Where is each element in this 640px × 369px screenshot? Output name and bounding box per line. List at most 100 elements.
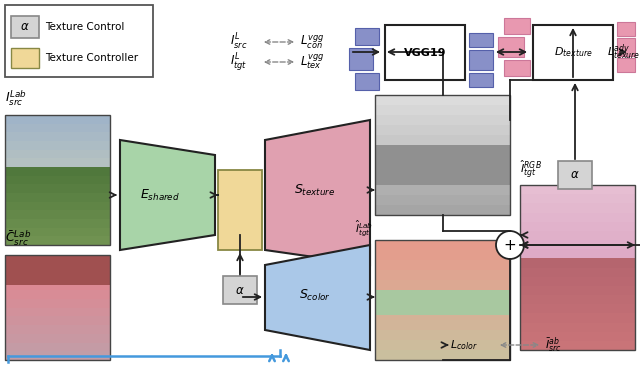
Bar	[5, 342, 110, 352]
Bar	[349, 48, 373, 70]
Bar	[5, 158, 110, 168]
Bar	[498, 37, 524, 57]
Bar	[375, 280, 510, 291]
Bar	[504, 18, 530, 34]
Polygon shape	[120, 140, 215, 250]
Bar	[533, 25, 613, 80]
Text: $L_{con}^{vgg}$: $L_{con}^{vgg}$	[300, 33, 324, 51]
Bar	[5, 210, 110, 220]
Bar	[520, 341, 635, 351]
Bar	[5, 150, 110, 159]
Bar	[617, 38, 635, 56]
Bar	[520, 258, 635, 269]
Bar	[375, 300, 510, 311]
Bar	[5, 299, 110, 308]
Bar	[5, 5, 153, 77]
Bar	[520, 277, 635, 287]
Bar	[375, 165, 510, 176]
Bar	[11, 48, 39, 68]
Bar	[5, 351, 110, 361]
Bar	[385, 25, 465, 80]
Bar	[375, 320, 510, 331]
Bar	[617, 22, 635, 36]
Bar	[520, 185, 635, 350]
Text: $\alpha$: $\alpha$	[20, 21, 30, 34]
Bar	[520, 222, 635, 232]
Text: $I_{src}^L$: $I_{src}^L$	[230, 32, 248, 52]
Text: $\alpha$: $\alpha$	[236, 283, 244, 297]
Text: $I_{tgt}^{L}$: $I_{tgt}^{L}$	[230, 51, 248, 73]
Bar	[5, 141, 110, 151]
Bar	[520, 286, 635, 296]
Text: $\hat{I}_{tgt}^{RGB}$: $\hat{I}_{tgt}^{RGB}$	[520, 158, 542, 180]
Text: +: +	[504, 238, 516, 252]
Bar	[5, 219, 110, 229]
Bar	[355, 28, 379, 45]
Bar	[5, 281, 110, 291]
Bar	[375, 340, 510, 351]
Bar	[5, 202, 110, 211]
Bar	[375, 270, 510, 281]
Bar	[5, 255, 110, 285]
Bar	[504, 60, 530, 76]
Bar	[375, 195, 510, 206]
Text: $D_{texture}$: $D_{texture}$	[554, 46, 592, 59]
Bar	[223, 276, 257, 304]
Bar	[375, 350, 510, 361]
Bar	[375, 135, 510, 146]
Bar	[469, 73, 493, 87]
Bar	[11, 16, 39, 38]
Bar	[520, 231, 635, 241]
Circle shape	[496, 231, 524, 259]
Text: VGG19: VGG19	[404, 48, 446, 58]
Bar	[520, 304, 635, 314]
Polygon shape	[265, 120, 370, 265]
Bar	[375, 95, 510, 106]
Bar	[218, 170, 262, 250]
Text: $E_{shared}$: $E_{shared}$	[140, 187, 180, 203]
Bar	[375, 240, 510, 251]
Bar	[375, 290, 510, 315]
Bar	[375, 185, 510, 196]
Bar	[520, 313, 635, 324]
Bar	[375, 155, 510, 166]
Bar	[375, 105, 510, 116]
Text: Texture Control: Texture Control	[45, 22, 124, 32]
Bar	[5, 325, 110, 335]
Bar	[375, 175, 510, 186]
Bar	[617, 58, 635, 72]
Bar	[5, 115, 110, 245]
Bar	[375, 310, 510, 321]
Bar	[5, 236, 110, 246]
Bar	[5, 132, 110, 142]
Bar	[520, 240, 635, 250]
Text: $L_{texure}^{adv}$: $L_{texure}^{adv}$	[607, 42, 640, 62]
Bar	[375, 330, 510, 341]
Bar	[5, 334, 110, 344]
Bar	[520, 268, 635, 277]
Bar	[5, 184, 110, 194]
Bar	[5, 316, 110, 326]
Bar	[5, 264, 110, 273]
Bar	[355, 73, 379, 90]
Text: $\alpha$: $\alpha$	[570, 169, 580, 182]
Bar	[520, 295, 635, 305]
Text: Texture Controller: Texture Controller	[45, 53, 138, 63]
Bar	[5, 176, 110, 185]
Text: $L_{color}$: $L_{color}$	[450, 338, 478, 352]
Bar	[5, 255, 110, 360]
Text: $\hat{I}_{tgt}^{Lab}$: $\hat{I}_{tgt}^{Lab}$	[355, 218, 373, 238]
Bar	[5, 272, 110, 282]
Bar	[375, 125, 510, 136]
Bar	[5, 290, 110, 300]
Text: $S_{texture}$: $S_{texture}$	[294, 182, 336, 197]
Bar	[375, 145, 510, 185]
Bar	[5, 307, 110, 317]
Bar	[520, 213, 635, 223]
Bar	[520, 323, 635, 333]
Bar	[469, 50, 493, 70]
Text: $S_{color}$: $S_{color}$	[299, 287, 331, 303]
Bar	[5, 193, 110, 203]
Bar	[520, 194, 635, 204]
Bar	[5, 228, 110, 237]
